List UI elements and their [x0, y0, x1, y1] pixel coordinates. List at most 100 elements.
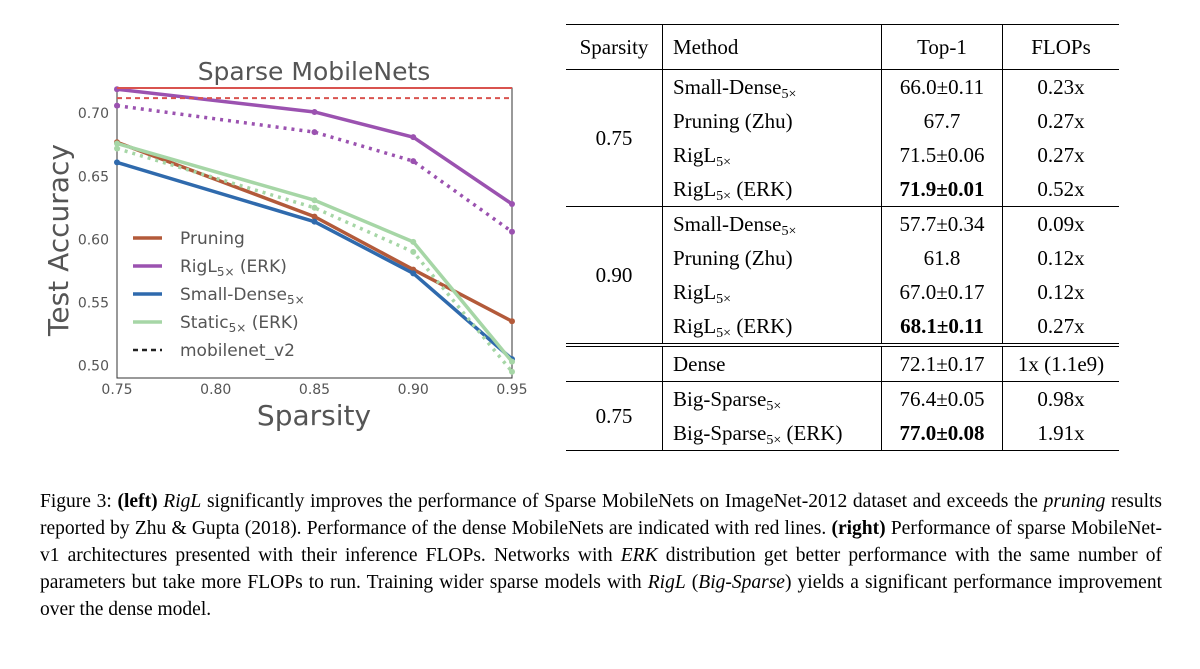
flops-cell: 0.98x [1037, 387, 1085, 411]
header-top1: Top-1 [881, 24, 1003, 70]
table-body: 0.75 Small-Dense5× 66.0±0.11 0.23x Pruning (… [566, 69, 1119, 451]
caption-text: significantly improves the performance o… [201, 491, 1044, 512]
data-point [114, 102, 120, 109]
y-tick-label: 0.50 [78, 358, 109, 374]
header-sparsity: Sparsity [566, 24, 663, 70]
caption-text: distribution get better performance with… [40, 545, 1162, 593]
top1-cell: 77.0±0.08 [881, 416, 1003, 451]
series-line-small-dense5-solid [116, 160, 514, 361]
table-row: Pruning (Zhu) 67.7 0.27x [566, 104, 1119, 138]
data-point [509, 228, 515, 235]
flops-cell: 0.27x [1037, 143, 1085, 167]
flops-cell: 1x (1.1e9) [1002, 345, 1119, 382]
method-cell: Pruning (Zhu) [662, 241, 882, 275]
y-tick-label: 0.60 [78, 232, 109, 248]
plot-area [116, 87, 513, 379]
legend-label: RigL5× (ERK) [180, 257, 287, 279]
data-point [410, 270, 417, 277]
series-line-rigl5-erk-dotted [116, 103, 514, 234]
results-table: Sparsity Method Top-1 FLOPs 0.75 Small-De… [566, 24, 1119, 451]
caption-text: Performance of sparse MobileNet-v1 archi… [40, 518, 1162, 566]
table-row: RigL5× (ERK) 68.1±0.11 0.27x [566, 309, 1119, 347]
plot-border [116, 87, 513, 379]
header-flops: FLOPs [1002, 24, 1119, 70]
flops-cell: 0.27x [1037, 109, 1085, 133]
legend-label: mobilenet_v2 [180, 341, 295, 361]
top1-cell: 67.0±0.17 [881, 275, 1003, 309]
data-point [311, 129, 318, 136]
method-cell: Big-Sparse5× (ERK) [662, 416, 882, 451]
x-tick-label: 0.85 [299, 382, 330, 398]
method-cell: Pruning (Zhu) [662, 104, 882, 138]
flops-cell: 0.12x [1037, 280, 1085, 304]
data-point [410, 238, 417, 245]
data-point [509, 318, 515, 325]
caption-pruning: pruning [1043, 491, 1106, 512]
caption-text: results reported by Zhu & Gupta (2018). … [40, 491, 1162, 539]
data-point [509, 368, 515, 375]
top1-cell: 71.5±0.06 [881, 138, 1003, 172]
x-tick-label: 0.75 [101, 382, 132, 398]
y-axis-label: Test Accuracy [42, 144, 75, 337]
header-method: Method [662, 24, 882, 70]
data-point [410, 248, 417, 255]
caption-text: ) yields a significant performance impro… [40, 572, 1162, 620]
caption-big-sparse: Big-Sparse [698, 572, 785, 593]
top1-cell: 61.8 [881, 241, 1003, 275]
table-row: 0.75 Small-Dense5× 66.0±0.11 0.23x [566, 69, 1119, 207]
y-tick-label: 0.70 [78, 106, 109, 122]
table-row: RigL5× 67.0±0.17 0.12x [566, 275, 1119, 309]
table-row: 0.75 Big-Sparse5× 76.4±0.05 0.98x [566, 381, 1119, 451]
method-cell: Small-Dense5× [662, 206, 882, 241]
data-point [311, 197, 318, 204]
series-line-rigl5-erk-solid [116, 87, 513, 206]
y-tick-label: 0.65 [78, 169, 109, 185]
data-point [509, 201, 515, 207]
series-line-pruning-solid [116, 140, 513, 323]
x-tick-label: 0.90 [398, 382, 429, 398]
method-cell: RigL5× [662, 138, 882, 172]
sparsity-cell: 0.75 [566, 381, 663, 451]
sparsity-cell: 0.90 [566, 206, 663, 347]
caption-erk: ERK [620, 545, 658, 566]
sparse-mobilenets-chart: Sparse MobileNets Test Accuracy Sparsity… [42, 57, 528, 432]
method-cell: RigL5× (ERK) [662, 309, 882, 347]
data-point [311, 218, 318, 225]
data-point [311, 108, 318, 115]
table-row: Pruning (Zhu) 61.8 0.12x [566, 241, 1119, 275]
top1-cell: 67.7 [881, 104, 1003, 138]
flops-cell: 0.52x [1002, 172, 1119, 207]
legend-label: Pruning [180, 229, 245, 249]
top1-cell: 76.4±0.05 [881, 381, 1003, 416]
method-cell: Big-Sparse5× [662, 381, 882, 416]
method-cell: RigL5× (ERK) [662, 172, 882, 207]
top1-cell: 71.9±0.01 [881, 172, 1003, 207]
data-point [311, 204, 318, 211]
table-row: Dense 72.1±0.17 1x (1.1e9) [566, 345, 1119, 382]
legend-label: Small-Dense5× [180, 285, 305, 307]
y-tick-labels: 0.50 0.55 0.60 0.65 0.70 [78, 106, 109, 374]
x-tick-label: 0.80 [200, 382, 231, 398]
x-axis-label: Sparsity [257, 399, 371, 432]
legend-label: Static5× (ERK) [180, 313, 299, 335]
caption-rigl: RigL [163, 491, 202, 512]
table-row: RigL5× 71.5±0.06 0.27x [566, 138, 1119, 172]
caption-label: Figure 3: [40, 491, 118, 512]
method-cell: Small-Dense5× [662, 69, 882, 104]
flops-cell: 0.09x [1037, 212, 1085, 236]
series-lines [114, 86, 515, 375]
method-cell: Dense [662, 345, 882, 382]
flops-cell: 0.12x [1037, 246, 1085, 270]
chart-title: Sparse MobileNets [198, 57, 431, 86]
caption-rigl: RigL [647, 572, 686, 593]
flops-cell: 0.27x [1002, 309, 1119, 347]
caption-right-tag: (right) [831, 518, 886, 539]
table-row: 0.90 Small-Dense5× 57.7±0.34 0.09x [566, 206, 1119, 347]
top1-cell: 66.0±0.11 [881, 69, 1003, 104]
caption-text: ( [685, 572, 699, 593]
top1-cell: 68.1±0.11 [881, 309, 1003, 347]
data-point [410, 134, 417, 141]
data-point [114, 159, 120, 166]
table-header-row: Sparsity Method Top-1 FLOPs [566, 24, 1119, 70]
method-cell: RigL5× [662, 275, 882, 309]
